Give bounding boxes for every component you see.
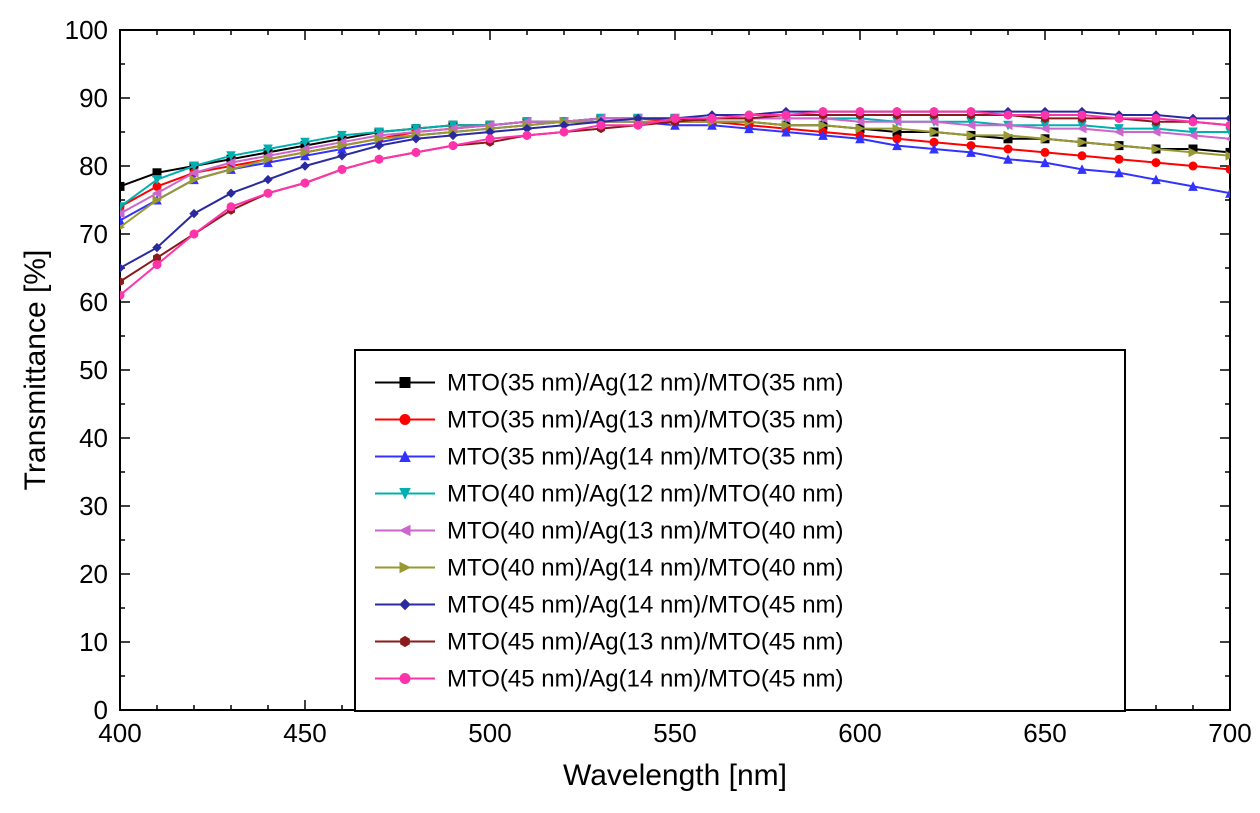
y-tick-label: 40 <box>79 423 108 453</box>
legend-label: MTO(45 nm)/Ag(14 nm)/MTO(45 nm) <box>447 666 844 693</box>
legend-label: MTO(40 nm)/Ag(12 nm)/MTO(40 nm) <box>447 481 844 508</box>
x-tick-label: 550 <box>653 718 696 748</box>
legend-label: MTO(35 nm)/Ag(13 nm)/MTO(35 nm) <box>447 407 844 434</box>
x-tick-label: 600 <box>838 718 881 748</box>
y-tick-label: 0 <box>94 695 108 725</box>
chart-svg: 4004505005506006507000102030405060708090… <box>0 0 1260 813</box>
legend: MTO(35 nm)/Ag(12 nm)/MTO(35 nm) MTO(35 nm… <box>355 350 1125 711</box>
x-tick-label: 500 <box>468 718 511 748</box>
legend-label: MTO(35 nm)/Ag(14 nm)/MTO(35 nm) <box>447 444 844 471</box>
legend-label: MTO(35 nm)/Ag(12 nm)/MTO(35 nm) <box>447 370 844 397</box>
y-tick-label: 90 <box>79 83 108 113</box>
transmittance-chart: 4004505005506006507000102030405060708090… <box>0 0 1260 813</box>
y-tick-label: 20 <box>79 559 108 589</box>
x-tick-label: 700 <box>1208 718 1251 748</box>
y-tick-label: 100 <box>65 15 108 45</box>
y-tick-label: 50 <box>79 355 108 385</box>
x-tick-label: 450 <box>283 718 326 748</box>
y-tick-label: 60 <box>79 287 108 317</box>
legend-label: MTO(45 nm)/Ag(14 nm)/MTO(45 nm) <box>447 592 844 619</box>
y-axis-label: Transmittance [%] <box>19 250 52 491</box>
x-tick-label: 650 <box>1023 718 1066 748</box>
y-tick-label: 70 <box>79 219 108 249</box>
legend-label: MTO(45 nm)/Ag(13 nm)/MTO(45 nm) <box>447 629 844 656</box>
x-axis-label: Wavelength [nm] <box>563 759 787 792</box>
y-tick-label: 80 <box>79 151 108 181</box>
y-tick-label: 30 <box>79 491 108 521</box>
legend-label: MTO(40 nm)/Ag(14 nm)/MTO(40 nm) <box>447 555 844 582</box>
legend-label: MTO(40 nm)/Ag(13 nm)/MTO(40 nm) <box>447 518 844 545</box>
y-tick-label: 10 <box>79 627 108 657</box>
